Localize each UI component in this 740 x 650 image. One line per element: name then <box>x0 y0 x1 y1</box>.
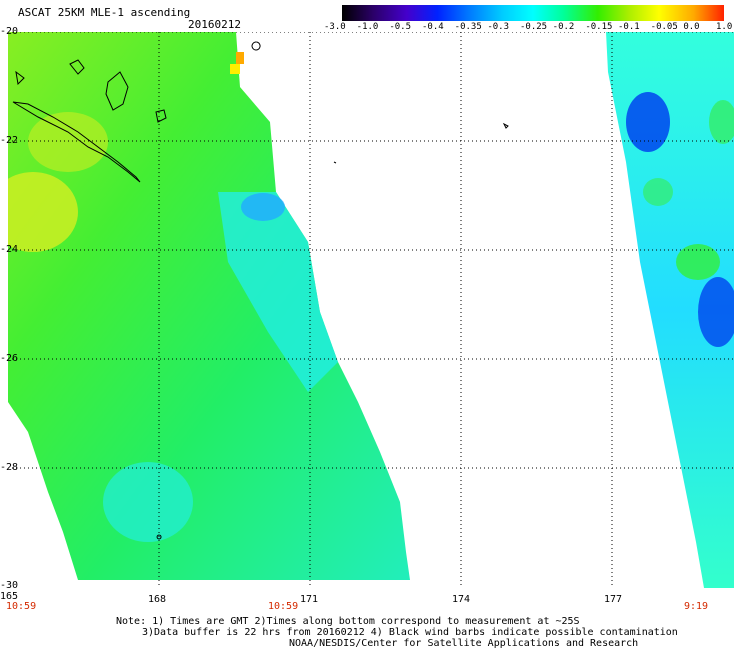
product-title: ASCAT 25KM MLE-1 ascending <box>18 6 191 19</box>
colorbar-label: -0.15 <box>585 22 613 32</box>
colorbar-label: 0.0 <box>683 22 700 32</box>
left-swath-cyan <box>218 192 338 392</box>
time-label-center: 10:59 <box>268 601 299 612</box>
lat-label-24: -24 <box>0 244 19 255</box>
time-label-right: 9:19 <box>684 601 709 612</box>
wind-map-plot <box>8 32 734 588</box>
right-swath <box>606 32 734 588</box>
lon-label-165: 165 <box>0 591 19 602</box>
colorbar-label: -1.0 <box>356 22 379 32</box>
colorbar-label: -0.3 <box>487 22 510 32</box>
time-label-left: 10:59 <box>6 601 37 612</box>
yellow-patch-2 <box>28 112 108 172</box>
product-date: 20160212 <box>188 18 241 31</box>
note-line-3: NOAA/NESDIS/Center for Satellite Applica… <box>289 638 639 649</box>
lat-label-22: -22 <box>0 135 19 146</box>
colorbar-label: -0.1 <box>618 22 640 32</box>
colorbar-label: -0.2 <box>552 22 575 32</box>
colorbar-label: -0.5 <box>389 22 412 32</box>
colorbar-label: -0.25 <box>520 22 548 32</box>
lat-label-28: -28 <box>0 462 19 473</box>
colorbar-label: -0.4 <box>422 22 444 32</box>
left-swath <box>8 32 410 580</box>
color-scale-bar <box>342 5 724 21</box>
blue-patch-right <box>626 92 670 152</box>
lat-label-30: -30 <box>0 580 19 591</box>
colorbar-label: 1.0 <box>716 22 733 32</box>
lon-label-174: 174 <box>452 594 471 605</box>
colorbar-label: -0.35 <box>454 22 482 32</box>
lon-label-168: 168 <box>148 594 167 605</box>
yellow-patch <box>8 172 78 252</box>
colorbar-label: -0.05 <box>650 22 678 32</box>
cyan-patch-south <box>103 462 193 542</box>
lat-label-20: -20 <box>0 26 19 37</box>
note-line-1: Note: 1) Times are GMT 2)Times along bot… <box>116 616 580 627</box>
note-line-2: 3)Data buffer is 22 hrs from 20160212 4)… <box>142 627 678 638</box>
lat-label-26: -26 <box>0 353 19 364</box>
lon-label-171: 171 <box>300 594 319 605</box>
coastlines <box>12 41 509 540</box>
orange-pixel <box>236 52 244 64</box>
blue-patch <box>241 193 285 221</box>
colorbar-label: -3.0 <box>324 22 346 32</box>
lon-label-177: 177 <box>604 594 623 605</box>
graticule <box>8 32 734 588</box>
